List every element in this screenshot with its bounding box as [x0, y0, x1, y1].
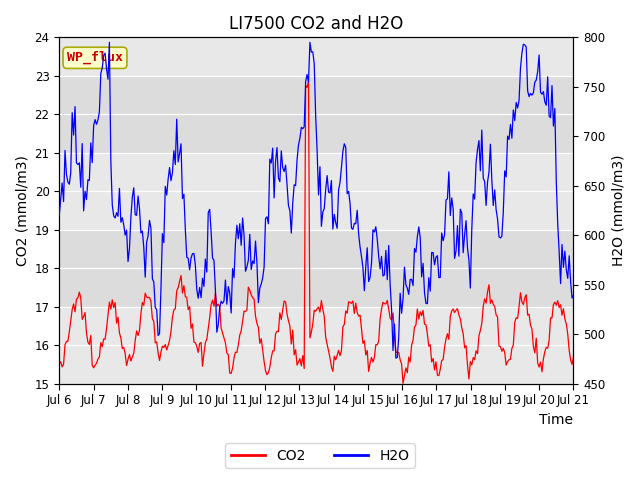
X-axis label: Time: Time — [540, 413, 573, 427]
Title: LI7500 CO2 and H2O: LI7500 CO2 and H2O — [229, 15, 403, 33]
Text: WP_flux: WP_flux — [67, 51, 123, 64]
Bar — [60, 76, 573, 153]
Bar — [60, 37, 573, 76]
Y-axis label: H2O (mmol/m3): H2O (mmol/m3) — [611, 155, 625, 266]
Bar — [60, 307, 573, 384]
Legend: CO2, H2O: CO2, H2O — [225, 443, 415, 468]
Y-axis label: CO2 (mmol/m3): CO2 (mmol/m3) — [15, 155, 29, 266]
Bar — [60, 230, 573, 307]
Bar — [60, 153, 573, 230]
